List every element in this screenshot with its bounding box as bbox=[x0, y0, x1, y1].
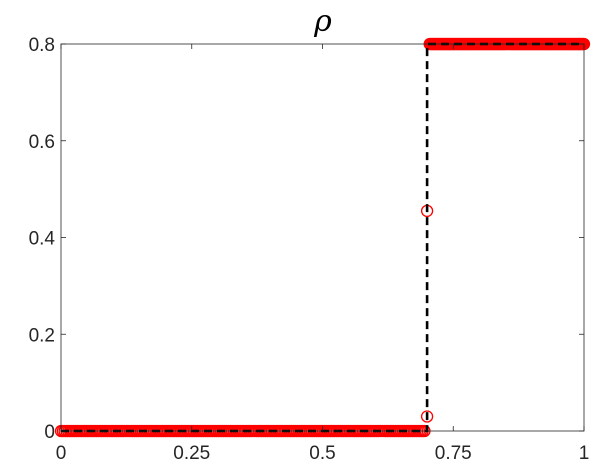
x-tick-label: 0.25 bbox=[173, 443, 210, 464]
marker-layer bbox=[54, 37, 591, 438]
x-tick-label: 1 bbox=[579, 443, 590, 464]
y-tick-label: 0.6 bbox=[29, 132, 55, 153]
data-point bbox=[420, 410, 434, 423]
chart-title: ρ bbox=[313, 4, 332, 39]
y-tick-label: 0.4 bbox=[29, 229, 56, 250]
axis-ticks bbox=[60, 43, 585, 432]
plot-area-frame bbox=[60, 43, 585, 432]
line-layer bbox=[61, 42, 584, 433]
y-tick-label: 0.2 bbox=[29, 325, 55, 346]
y-tick-label: 0 bbox=[44, 422, 55, 443]
x-tick-label: 0.75 bbox=[435, 443, 472, 464]
y-tick-label: 0.8 bbox=[29, 35, 55, 56]
x-tick-label: 0.5 bbox=[309, 443, 335, 464]
x-tick-label: 0 bbox=[56, 443, 67, 464]
series-line bbox=[61, 42, 584, 433]
axis-tick-labels: 0 0.25 0.5 0.75 1 0 0.2 0.4 0.6 0.8 bbox=[29, 35, 590, 464]
